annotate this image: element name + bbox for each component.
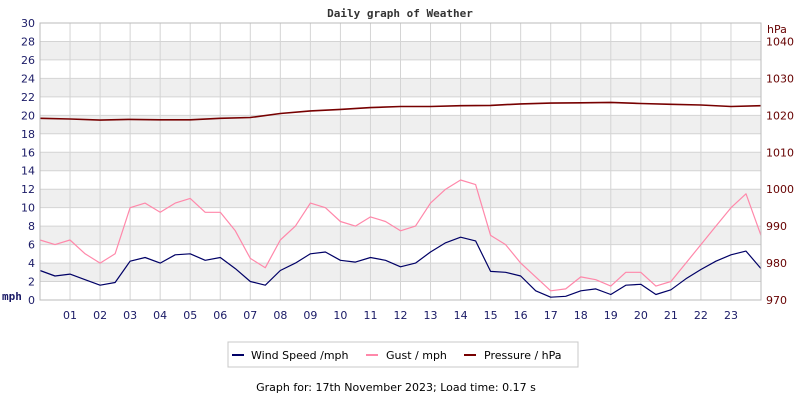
x-tick-label: 04: [153, 309, 167, 322]
left-tick-label: 24: [21, 72, 35, 85]
x-tick-label: 05: [183, 309, 197, 322]
x-tick-label: 13: [424, 309, 438, 322]
x-tick-label: 10: [333, 309, 347, 322]
x-tick-label: 18: [574, 309, 588, 322]
x-tick-label: 22: [694, 309, 708, 322]
legend: Wind Speed /mph Gust / mph Pressure / hP…: [227, 341, 579, 368]
left-tick-label: 14: [21, 165, 35, 178]
axes: 0246810121416182022242628309709809901000…: [21, 17, 794, 322]
left-tick-label: 10: [21, 202, 35, 215]
x-tick-label: 01: [63, 309, 77, 322]
x-tick-label: 09: [303, 309, 317, 322]
left-tick-label: 16: [21, 146, 35, 159]
x-tick-label: 19: [604, 309, 618, 322]
x-tick-label: 11: [363, 309, 377, 322]
right-tick-label: 1000: [766, 183, 794, 196]
right-tick-label: 1020: [766, 109, 794, 122]
right-axis-unit: hPa: [767, 23, 787, 36]
graph-footer: Graph for: 17th November 2023; Load time…: [256, 381, 536, 394]
pressure-series-line: [39, 101, 762, 121]
left-tick-label: 0: [28, 294, 35, 307]
x-tick-label: 06: [213, 309, 227, 322]
left-tick-label: 22: [21, 91, 35, 104]
right-tick-label: 1040: [766, 35, 794, 48]
gust-series-line: [39, 179, 762, 292]
legend-gust-label: Gust / mph: [386, 349, 447, 362]
x-tick-label: 12: [394, 309, 408, 322]
x-tick-label: 14: [454, 309, 468, 322]
x-tick-label: 07: [243, 309, 257, 322]
x-tick-label: 15: [484, 309, 498, 322]
series-layer: [39, 101, 762, 298]
right-tick-label: 1010: [766, 146, 794, 159]
x-tick-label: 16: [514, 309, 528, 322]
legend-box: [227, 341, 579, 368]
left-tick-label: 18: [21, 128, 35, 141]
left-tick-label: 2: [28, 276, 35, 289]
left-tick-label: 6: [28, 239, 35, 252]
x-tick-label: 08: [273, 309, 287, 322]
chart-title: Daily graph of Weather: [327, 7, 473, 20]
left-axis-unit: mph: [2, 290, 22, 303]
left-tick-label: 20: [21, 109, 35, 122]
left-tick-label: 12: [21, 183, 35, 196]
right-tick-label: 980: [766, 257, 787, 270]
right-tick-label: 970: [766, 294, 787, 307]
plot-border: [39, 22, 762, 301]
x-tick-label: 17: [544, 309, 558, 322]
x-tick-label: 02: [93, 309, 107, 322]
x-tick-label: 03: [123, 309, 137, 322]
left-tick-label: 28: [21, 35, 35, 48]
right-tick-label: 990: [766, 220, 787, 233]
x-tick-label: 20: [634, 309, 648, 322]
legend-pressure-label: Pressure / hPa: [484, 349, 562, 362]
x-tick-label: 21: [664, 309, 678, 322]
wind-speed-series-line: [39, 236, 762, 298]
left-tick-label: 30: [21, 17, 35, 30]
left-tick-label: 8: [28, 220, 35, 233]
legend-wind-label: Wind Speed /mph: [251, 349, 349, 362]
right-tick-label: 1030: [766, 72, 794, 85]
left-tick-label: 4: [28, 257, 35, 270]
x-tick-label: 23: [724, 309, 738, 322]
left-tick-label: 26: [21, 54, 35, 67]
